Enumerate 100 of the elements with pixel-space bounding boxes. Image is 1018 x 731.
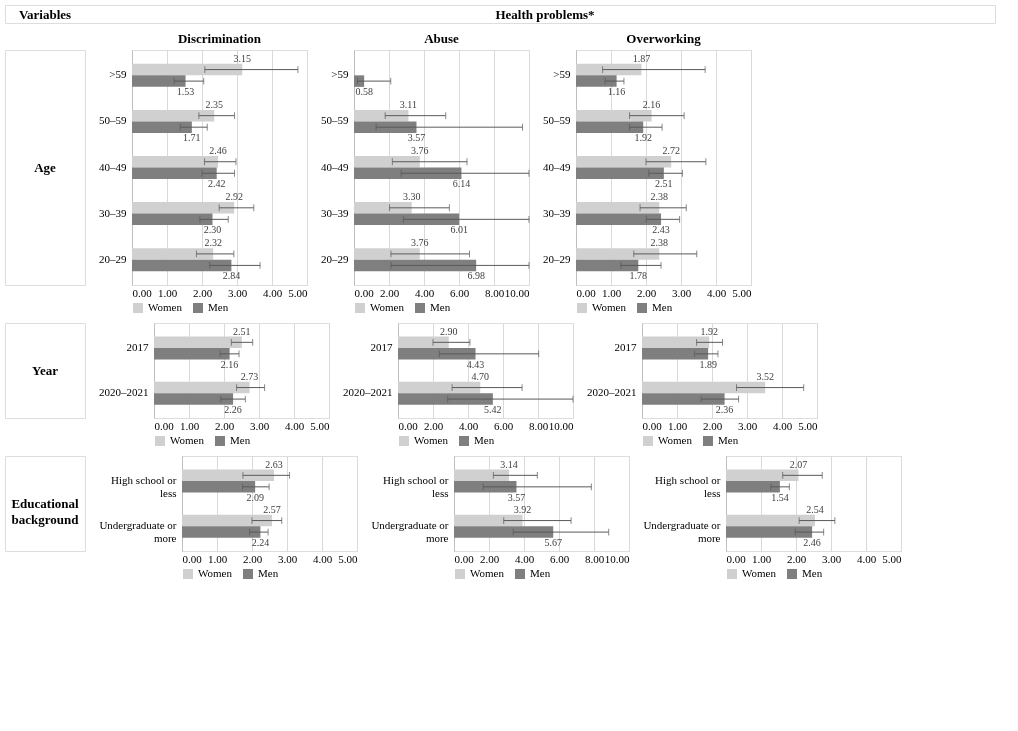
legend-label: Men: [230, 434, 251, 446]
data-label: 6.98: [467, 270, 485, 282]
x-tick-label: 0.00: [398, 419, 419, 432]
x-tick-label: 8.00: [484, 286, 505, 299]
data-label: 2.84: [222, 270, 241, 282]
x-tick-label: 0.00: [642, 419, 663, 432]
x-tick-label: 4.00: [706, 286, 727, 299]
legend-label: Men: [718, 434, 739, 446]
legend-label: Men: [208, 301, 229, 313]
data-label: 3.57: [407, 131, 426, 143]
chart-title: Abuse: [424, 31, 460, 46]
x-tick-label: 0.00: [726, 552, 747, 565]
data-label: 2.24: [251, 536, 270, 548]
data-label: 4.70: [471, 370, 489, 382]
x-tick-label: 1.00: [157, 286, 178, 299]
data-label: 1.92: [700, 325, 718, 337]
x-tick-label: 4.00: [458, 419, 479, 432]
data-label: 2.32: [204, 237, 222, 249]
x-tick-label: 5.00: [338, 552, 358, 565]
data-label: 2.35: [205, 98, 223, 110]
legend-label: Women: [370, 301, 405, 313]
x-tick-label: 2.00: [479, 552, 500, 565]
y-tick-label: 2017: [614, 340, 637, 353]
y-tick-label: 50–59: [543, 114, 571, 127]
data-label: 3.30: [403, 191, 421, 203]
data-label: 4.43: [466, 358, 485, 370]
legend-label: Women: [170, 434, 205, 446]
data-label: 2.90: [440, 325, 458, 337]
legend-label: Men: [430, 301, 451, 313]
x-tick-label: 8.00: [584, 552, 605, 565]
y-tick-label: Undergraduate or more: [99, 519, 177, 545]
data-label: 2.30: [203, 224, 222, 236]
x-tick-label: 4.00: [262, 286, 283, 299]
y-tick-label: 30–39: [99, 206, 127, 219]
x-tick-label: 0.00: [354, 286, 375, 299]
x-tick-label: 5.00: [288, 286, 308, 299]
y-tick-label: 2020–2021: [587, 386, 637, 399]
data-label: 3.11: [399, 98, 417, 110]
y-axis-title: Educational background: [11, 495, 80, 527]
data-label: 1.89: [699, 358, 717, 370]
y-tick-label: 20–29: [321, 252, 349, 265]
x-tick-label: 2.00: [214, 419, 235, 432]
legend-label: Men: [258, 567, 279, 579]
x-tick-label: 0.00: [132, 286, 153, 299]
text: Variables: [18, 7, 72, 22]
data-label: 3.76: [411, 237, 429, 249]
legend-label: Men: [652, 301, 673, 313]
y-tick-label: High school or less: [383, 473, 449, 499]
y-tick-label: 50–59: [321, 114, 349, 127]
x-tick-label: 4.00: [856, 552, 877, 565]
x-tick-label: 5.00: [882, 552, 902, 565]
x-tick-label: 3.00: [737, 419, 758, 432]
data-label: 1.16: [607, 85, 626, 97]
x-tick-label: 3.00: [227, 286, 248, 299]
x-tick-label: 5.00: [798, 419, 818, 432]
x-tick-label: 4.00: [514, 552, 535, 565]
data-label: 5.42: [484, 403, 502, 415]
x-tick-label: 5.00: [732, 286, 752, 299]
x-tick-label: 10.00: [504, 286, 530, 299]
data-label: 2.09: [246, 491, 264, 503]
legend-label: Women: [470, 567, 505, 579]
y-axis-title: Age: [34, 159, 57, 175]
legend-label: Women: [198, 567, 233, 579]
x-tick-label: 1.00: [601, 286, 622, 299]
x-tick-label: 6.00: [449, 286, 470, 299]
x-tick-label: 4.00: [312, 552, 333, 565]
y-tick-label: 2020–2021: [343, 386, 393, 399]
data-label: 1.71: [183, 131, 201, 143]
x-tick-label: 10.00: [604, 552, 630, 565]
data-label: 2.92: [225, 191, 243, 203]
legend-label: Women: [592, 301, 627, 313]
x-tick-label: 2.00: [702, 419, 723, 432]
x-tick-label: 3.00: [671, 286, 692, 299]
legend-label: Women: [414, 434, 449, 446]
data-label: 2.51: [655, 178, 673, 190]
x-tick-label: 8.00: [528, 419, 549, 432]
data-label: 1.87: [632, 52, 651, 64]
y-tick-label: 2017: [370, 340, 393, 353]
data-label: 3.15: [233, 52, 251, 64]
x-tick-label: 5.00: [310, 419, 330, 432]
data-label: 2.46: [209, 144, 227, 156]
data-label: 2.07: [789, 458, 808, 470]
x-tick-label: 2.00: [636, 286, 657, 299]
x-tick-label: 1.00: [667, 419, 688, 432]
x-tick-label: 6.00: [549, 552, 570, 565]
x-tick-label: 0.00: [576, 286, 597, 299]
data-label: 1.92: [634, 131, 652, 143]
y-tick-label: 30–39: [321, 206, 349, 219]
data-label: 1.53: [176, 85, 195, 97]
y-tick-label: 20–29: [99, 252, 127, 265]
y-tick-label: High school or less: [655, 473, 721, 499]
data-label: 2.38: [650, 237, 669, 249]
data-label: 2.54: [806, 503, 824, 515]
x-tick-label: 2.00: [192, 286, 213, 299]
y-tick-label: Undergraduate or more: [643, 519, 721, 545]
y-tick-label: 20–29: [543, 252, 571, 265]
data-label: 2.72: [662, 144, 680, 156]
legend-label: Women: [148, 301, 183, 313]
x-tick-label: 4.00: [284, 419, 305, 432]
legend-label: Women: [658, 434, 693, 446]
